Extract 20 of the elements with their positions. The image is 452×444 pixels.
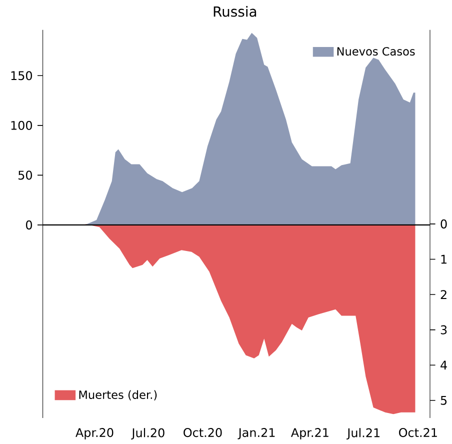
- x-tick-label: Apr.20: [76, 428, 114, 440]
- y2-tick-label: 5: [440, 396, 447, 405]
- x-tick-label: Apr.21: [290, 428, 328, 440]
- y-tick-label: 150: [11, 71, 32, 80]
- y-tick-label: 50: [18, 170, 32, 180]
- x-tick-label: Jul.21: [346, 428, 380, 440]
- x-tick-label: Oct.20: [184, 428, 222, 438]
- chart-title: Russia: [214, 6, 256, 17]
- y2-tick-label: 0: [440, 219, 447, 228]
- y-tick-label: 0: [26, 220, 32, 230]
- y-tick-label: 100: [11, 120, 32, 130]
- legend-label: Muertes (der.): [79, 390, 157, 400]
- x-tick-label: Jul.20: [131, 428, 164, 440]
- legend-label: Nuevos Casos: [337, 47, 415, 56]
- y2-tick-label: 4: [440, 360, 447, 370]
- y2-tick-label: 1: [441, 254, 446, 264]
- y2-tick-label: 3: [440, 325, 447, 334]
- x-tick-label: Oct.21: [399, 428, 437, 438]
- x-tick-label: Jan.21: [238, 428, 275, 440]
- y2-tick-label: 2: [440, 290, 446, 299]
